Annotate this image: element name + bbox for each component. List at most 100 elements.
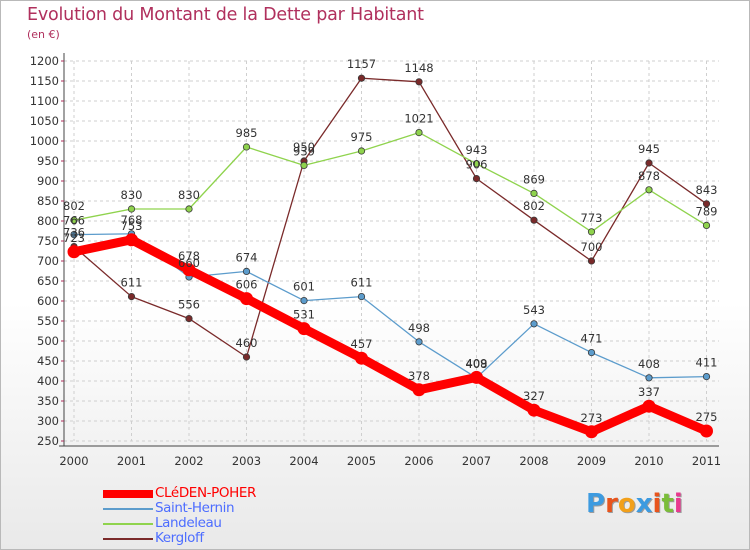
- data-point-landeleau: [415, 129, 423, 137]
- data-label-cl-den-poher: 723: [63, 231, 85, 245]
- data-label-landeleau: 878: [638, 169, 660, 183]
- x-tick-label: 2005: [347, 454, 376, 468]
- data-label-landeleau: 773: [581, 211, 603, 225]
- proxiti-logo: Proxiti: [586, 489, 683, 525]
- logo-letter: x: [635, 489, 653, 519]
- data-point-cl-den-poher: [527, 403, 541, 417]
- data-point-cl-den-poher: [67, 245, 81, 259]
- data-point-kergloff: [415, 78, 423, 86]
- data-label-saint-hernin: 543: [523, 303, 545, 317]
- logo-letter: i: [673, 489, 683, 519]
- data-point-landeleau: [70, 216, 78, 224]
- y-tick-label: 1150: [30, 74, 59, 88]
- data-label-saint-hernin: 674: [236, 250, 258, 264]
- legend-swatch-landeleau: [103, 523, 153, 525]
- data-label-cl-den-poher: 457: [351, 337, 373, 351]
- data-label-kergloff: 556: [178, 298, 200, 312]
- y-tick-label: 1200: [30, 54, 59, 68]
- data-point-landeleau: [472, 160, 481, 168]
- y-tick-label: 500: [37, 334, 59, 348]
- data-label-saint-hernin: 408: [638, 357, 660, 371]
- y-tick-label: 400: [37, 374, 59, 388]
- series-line-landeleau: [73, 131, 708, 233]
- data-point-kergloff: [587, 257, 596, 265]
- data-label-kergloff: 802: [523, 199, 545, 213]
- y-tick-label: 750: [37, 234, 59, 248]
- y-tick-label: 600: [37, 294, 59, 308]
- data-point-saint-hernin: [70, 231, 78, 239]
- data-point-cl-den-poher: [240, 292, 253, 306]
- y-tick-label: 900: [37, 174, 59, 188]
- chart-title: Evolution du Montant de la Dette par Hab…: [27, 5, 424, 25]
- legend-swatch-cleden-poher: [103, 490, 153, 498]
- data-label-saint-hernin: 601: [293, 280, 315, 294]
- legend-label-saint-hernin: Saint-Hernin: [155, 500, 235, 516]
- data-label-landeleau: 869: [523, 172, 545, 186]
- y-tick-label: 700: [37, 254, 59, 268]
- data-point-landeleau: [185, 205, 193, 213]
- data-label-landeleau: 975: [351, 130, 373, 144]
- x-tick-label: 2002: [174, 454, 203, 468]
- x-tick-label: 2011: [692, 454, 721, 468]
- legend-swatch-kergloff: [103, 538, 153, 540]
- x-tick-label: 2006: [404, 454, 433, 468]
- data-label-cl-den-poher: 409: [466, 356, 488, 370]
- x-tick-label: 2010: [634, 454, 663, 468]
- y-tick-label: 650: [37, 274, 59, 288]
- x-tick-label: 2000: [59, 454, 88, 468]
- data-label-kergloff: 611: [121, 276, 143, 290]
- legend-swatch-saint-hernin: [103, 508, 153, 510]
- data-label-cl-den-poher: 378: [408, 369, 430, 383]
- data-point-landeleau: [587, 228, 596, 236]
- data-point-saint-hernin: [702, 372, 711, 381]
- data-label-landeleau: 802: [63, 199, 85, 213]
- data-point-cl-den-poher: [412, 383, 426, 397]
- data-point-landeleau: [645, 186, 653, 194]
- data-point-cl-den-poher: [182, 263, 196, 277]
- data-point-kergloff: [242, 353, 251, 361]
- y-tick-label: 950: [37, 154, 59, 168]
- data-point-saint-hernin: [242, 267, 251, 275]
- legend-label-landeleau: Landeleau: [155, 515, 222, 531]
- data-label-kergloff: 843: [696, 183, 718, 197]
- logo-letter: o: [617, 489, 636, 519]
- data-point-kergloff: [702, 200, 711, 208]
- x-tick-label: 2007: [462, 454, 491, 468]
- y-tick-label: 450: [37, 354, 59, 368]
- data-label-landeleau: 939: [293, 144, 315, 158]
- data-label-cl-den-poher: 606: [236, 278, 258, 292]
- data-label-landeleau: 1021: [404, 112, 433, 126]
- data-point-saint-hernin: [357, 292, 366, 301]
- data-label-saint-hernin: 471: [581, 332, 603, 346]
- data-point-saint-hernin: [645, 374, 653, 382]
- data-point-cl-den-poher: [585, 425, 598, 439]
- y-tick-label: 1100: [30, 94, 59, 108]
- data-label-cl-den-poher: 531: [293, 308, 315, 322]
- data-point-kergloff: [472, 175, 481, 183]
- data-label-cl-den-poher: 678: [178, 249, 200, 263]
- data-label-landeleau: 789: [696, 204, 718, 218]
- data-point-landeleau: [242, 143, 251, 151]
- data-label-cl-den-poher: 275: [696, 410, 718, 424]
- data-point-landeleau: [357, 147, 366, 155]
- data-label-cl-den-poher: 753: [121, 219, 143, 233]
- data-label-landeleau: 985: [236, 126, 258, 140]
- data-label-kergloff: 1148: [404, 61, 433, 75]
- data-label-cl-den-poher: 273: [581, 411, 603, 425]
- data-label-cl-den-poher: 337: [638, 385, 660, 399]
- data-label-kergloff: 736: [63, 226, 85, 240]
- data-point-cl-den-poher: [125, 233, 138, 247]
- y-tick-label: 1000: [30, 134, 59, 148]
- data-label-kergloff: 1157: [347, 57, 376, 71]
- logo-letter: i: [652, 489, 662, 519]
- data-label-saint-hernin: 766: [63, 214, 85, 228]
- data-label-cl-den-poher: 327: [523, 389, 545, 403]
- data-point-kergloff: [645, 159, 653, 167]
- y-tick-label: 300: [37, 414, 59, 428]
- data-label-saint-hernin: 408: [466, 357, 488, 371]
- data-label-saint-hernin: 768: [121, 213, 143, 227]
- data-point-cl-den-poher: [297, 322, 311, 336]
- data-point-kergloff: [530, 216, 538, 224]
- data-label-landeleau: 943: [466, 143, 488, 157]
- data-label-kergloff: 460: [236, 336, 258, 350]
